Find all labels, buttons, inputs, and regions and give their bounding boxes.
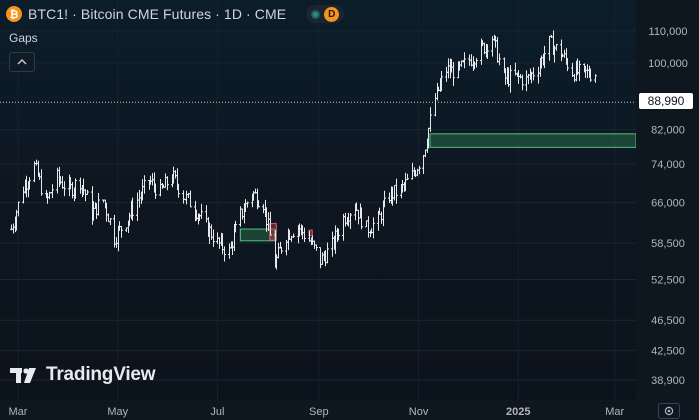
time-axis-label: Jul — [210, 406, 224, 418]
price-axis-label: 82,000 — [651, 125, 685, 137]
time-axis-label: 2025 — [506, 406, 530, 418]
current-price-badge: 88,990 — [639, 93, 693, 109]
price-axis-label: 42,500 — [651, 345, 685, 357]
price-axis-label: 46,500 — [651, 315, 685, 327]
chart-settings-button[interactable] — [658, 403, 680, 419]
price-axis: 110,000 100,000 82,000 74,000 66,000 58,500 52… — [636, 0, 699, 400]
price-axis-label: 100,000 — [648, 58, 688, 70]
time-axis-label: Mar — [9, 406, 28, 418]
exchange-badge: D — [324, 6, 340, 22]
ohlc-bars — [10, 30, 597, 270]
time-axis-label: May — [107, 406, 128, 418]
chevron-up-icon — [17, 59, 27, 65]
market-open-icon — [311, 9, 321, 19]
gap-box — [429, 133, 637, 148]
time-axis: Mar May Jul Sep Nov 2025 Mar — [0, 400, 699, 420]
time-axis-label: Mar — [605, 406, 624, 418]
gap-box — [269, 223, 277, 241]
time-axis-label: Sep — [309, 406, 329, 418]
time-axis-label: Nov — [409, 406, 429, 418]
market-status[interactable]: D — [306, 5, 345, 23]
price-axis-label: 66,000 — [651, 198, 685, 210]
price-axis-label: 52,500 — [651, 274, 685, 286]
price-axis-background — [636, 0, 699, 400]
logo-text: TradingView — [46, 364, 156, 385]
symbol-title[interactable]: BTC1! · Bitcoin CME Futures · 1D · CME — [28, 6, 287, 22]
gap-boxes — [239, 133, 637, 242]
indicator-label[interactable]: Gaps — [9, 31, 38, 45]
price-axis-label: 38,900 — [651, 375, 685, 387]
price-axis-label: 110,000 — [649, 26, 688, 38]
bitcoin-icon: ₿ — [6, 6, 22, 22]
gear-icon — [664, 406, 674, 416]
tradingview-logo-icon — [10, 367, 36, 383]
grid-lines — [0, 0, 636, 400]
price-axis-label: 74,000 — [651, 159, 685, 171]
price-axis-label: 58,500 — [651, 238, 685, 250]
time-axis-background — [0, 400, 699, 420]
tradingview-logo[interactable]: TradingView — [10, 364, 156, 386]
collapse-indicators-button[interactable] — [9, 52, 35, 72]
symbol-header[interactable]: ₿ BTC1! · Bitcoin CME Futures · 1D · CME… — [6, 5, 345, 23]
